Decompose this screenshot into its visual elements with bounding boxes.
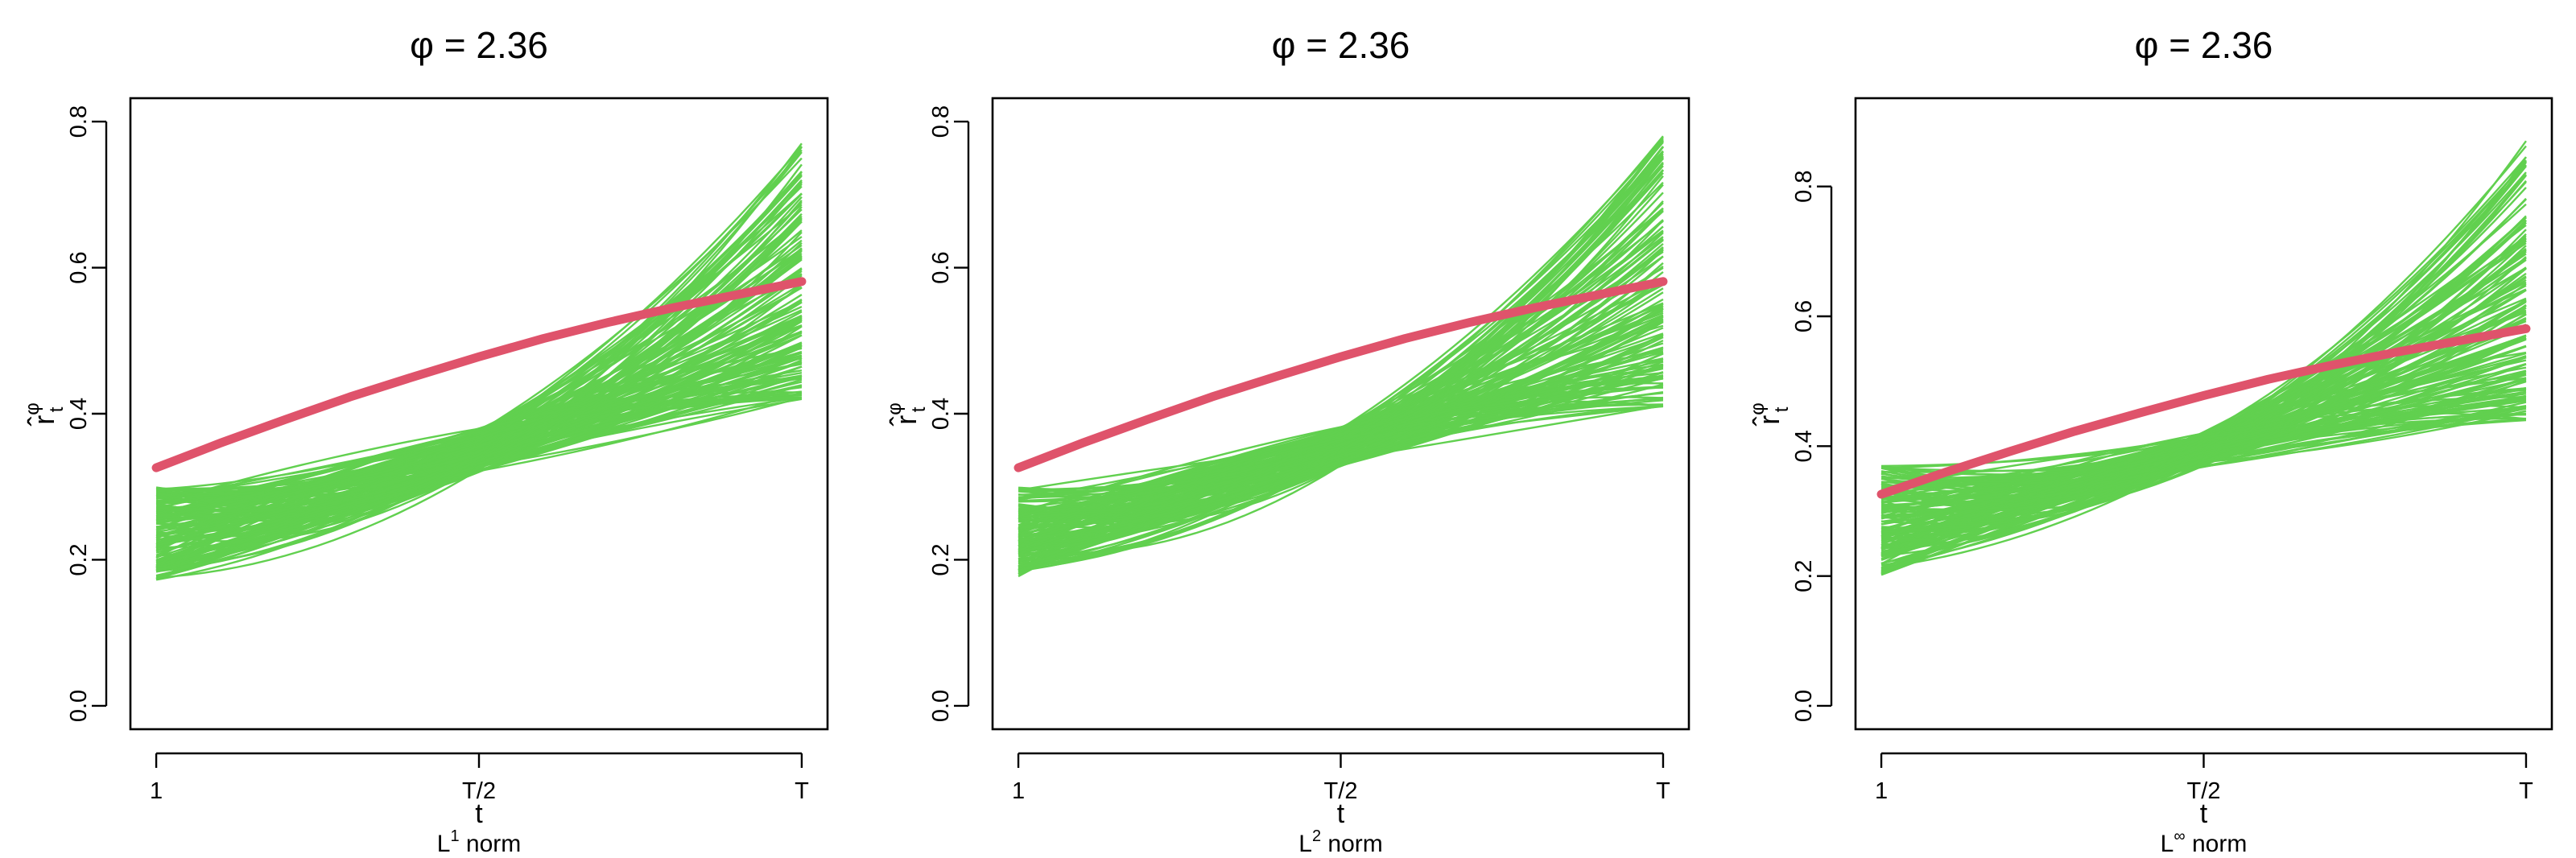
simulation-lines bbox=[1018, 135, 1664, 578]
panel-2: 0.0 0.2 0.4 0.6 0.8 1 T/2 Tφ = 2.36 tL2 norm r̂φ t bbox=[884, 24, 1690, 857]
plot-frame bbox=[129, 97, 829, 731]
y-tick-label: 0.8 bbox=[1791, 171, 1817, 203]
panel-3: 0.0 0.2 0.4 0.6 0.8 1 T/2 Tφ = 2.36 tL∞ norm r̂φ t bbox=[1747, 24, 2553, 857]
simulation-line bbox=[156, 241, 803, 540]
simulation-line bbox=[1880, 398, 2527, 489]
reference-curve bbox=[1876, 324, 2531, 499]
simulation-line bbox=[155, 376, 803, 546]
simulation-line bbox=[1880, 299, 2527, 476]
y-axis-label: r̂φ t bbox=[1747, 402, 1793, 426]
y-tick-label: 0.2 bbox=[66, 543, 92, 575]
y-tick-label: 0.6 bbox=[928, 251, 954, 283]
simulation-line bbox=[156, 330, 803, 490]
y-tick-label: 0.0 bbox=[1791, 690, 1817, 722]
simulation-line bbox=[1018, 377, 1664, 515]
y-tick-label: 0.6 bbox=[66, 251, 92, 283]
simulation-line bbox=[1018, 357, 1664, 568]
simulation-line bbox=[1018, 399, 1664, 542]
y-tick-label: 0.4 bbox=[928, 398, 954, 430]
y-tick-label: 0.8 bbox=[928, 105, 954, 138]
plot-frame bbox=[991, 97, 1690, 731]
plot-frame bbox=[1854, 97, 2553, 731]
panel-1: 0.0 0.2 0.4 0.6 0.8 1 T/2 Tφ = 2.36 tL1 norm r̂φ t bbox=[22, 24, 829, 857]
simulation-line bbox=[1880, 344, 2527, 575]
simulation-line bbox=[155, 334, 803, 521]
norm-label: L1 norm bbox=[437, 827, 522, 857]
x-tick-label: T bbox=[1656, 778, 1670, 804]
simulation-line bbox=[155, 317, 803, 518]
simulation-lines bbox=[155, 142, 803, 581]
norm-label: L∞ norm bbox=[2161, 827, 2248, 857]
x-tick-label: T bbox=[795, 778, 809, 804]
y-axis-label: r̂φ t bbox=[22, 402, 68, 426]
x-axis-label: t bbox=[1337, 798, 1345, 829]
chart-title: φ = 2.36 bbox=[2135, 24, 2273, 66]
y-tick-label: 0.2 bbox=[928, 543, 954, 575]
simulation-line bbox=[1018, 150, 1664, 556]
simulation-line bbox=[1018, 277, 1664, 493]
simulation-line bbox=[155, 283, 803, 538]
y-tick-label: 0.4 bbox=[1791, 430, 1817, 462]
simulation-line bbox=[1018, 305, 1664, 542]
y-tick-label: 0.0 bbox=[928, 690, 954, 722]
simulation-line bbox=[1880, 173, 2527, 514]
y-tick-label: 0.6 bbox=[1791, 300, 1817, 332]
chart-title: φ = 2.36 bbox=[410, 24, 548, 66]
y-tick-label: 0.4 bbox=[66, 398, 92, 430]
simulation-line bbox=[1880, 235, 2527, 558]
x-tick-label: T/2 bbox=[1324, 778, 1358, 804]
simulation-line bbox=[1018, 403, 1663, 536]
x-tick-label: 1 bbox=[150, 778, 163, 804]
simulation-line bbox=[1880, 250, 2527, 483]
simulation-line bbox=[1880, 278, 2527, 538]
y-axis-label: r̂φ t bbox=[884, 402, 930, 426]
reference-curve bbox=[151, 277, 807, 472]
x-tick-label: T/2 bbox=[462, 778, 496, 804]
x-tick-label: T bbox=[2519, 778, 2533, 804]
x-axis-label: t bbox=[2200, 798, 2208, 829]
x-tick-label: 1 bbox=[1012, 778, 1025, 804]
x-tick-label: 1 bbox=[1875, 778, 1888, 804]
simulation-line bbox=[1018, 146, 1664, 523]
simulation-line bbox=[1880, 161, 2527, 526]
y-tick-label: 0.0 bbox=[66, 690, 92, 722]
simulation-line bbox=[1881, 145, 2527, 542]
chart-title: φ = 2.36 bbox=[1272, 24, 1410, 66]
simulation-lines bbox=[1880, 140, 2527, 576]
simulation-line bbox=[155, 185, 803, 573]
simulation-line bbox=[155, 361, 803, 512]
x-tick-label: T/2 bbox=[2187, 778, 2221, 804]
norm-label: L2 norm bbox=[1298, 827, 1383, 857]
simulation-line bbox=[155, 318, 803, 522]
simulation-line bbox=[155, 378, 803, 542]
simulation-line bbox=[1018, 184, 1664, 512]
y-tick-label: 0.8 bbox=[66, 105, 92, 138]
simulation-line bbox=[1018, 396, 1663, 567]
y-tick-label: 0.2 bbox=[1791, 559, 1817, 592]
reference-curve bbox=[1013, 277, 1668, 472]
x-axis-label: t bbox=[475, 798, 483, 829]
simulation-line bbox=[155, 273, 803, 571]
